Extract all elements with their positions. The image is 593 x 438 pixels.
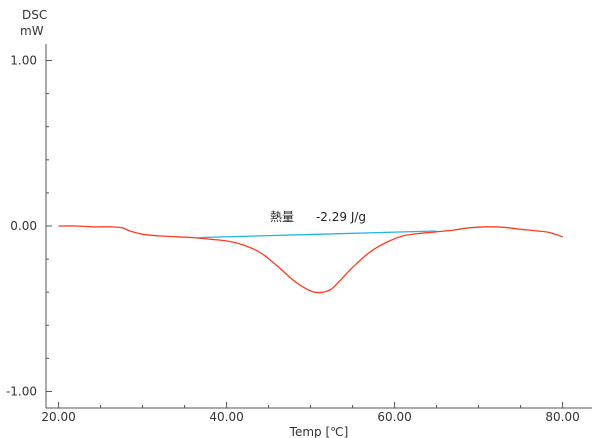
x-tick-label: 60.00 [377,410,411,424]
x-tick-label: 80.00 [545,410,579,424]
annotation-label: 熱量 [270,210,294,224]
y-tick-label: 0.00 [10,219,37,233]
integration-baseline [197,230,437,239]
x-tick-label: 40.00 [209,410,243,424]
y-tick-label: -1.00 [6,384,37,398]
y-axis-title-line2: mW [20,24,44,38]
axis-ticks: 20.00 40.00 60.00 80.00 1.00 0.00 -1.00 [6,54,580,424]
x-axis-title: Temp [℃] [289,425,349,438]
y-tick-label: 1.00 [10,54,37,68]
series-layer [58,225,563,294]
dsc-curve [58,225,563,294]
x-tick-label: 20.00 [41,410,75,424]
y-axis-title-line1: DSC [22,8,47,22]
annotation-value: -2.29 J/g [316,210,366,224]
